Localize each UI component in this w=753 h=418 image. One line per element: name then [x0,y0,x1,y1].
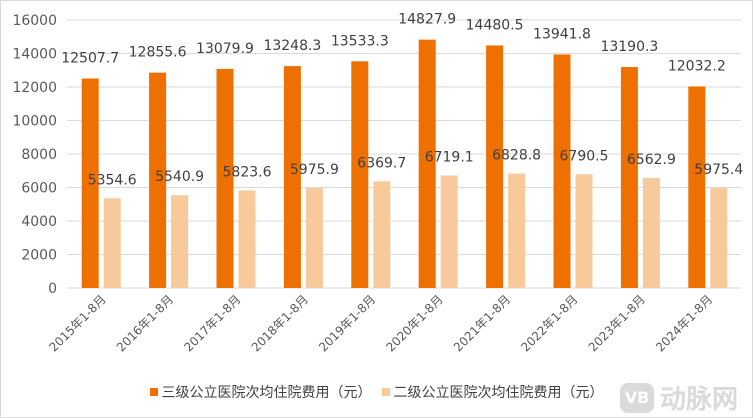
data-label: 12507.7 [61,50,119,66]
watermark-logo-icon: VB [619,382,654,413]
watermark: VB 动脉网 [619,379,738,416]
bar-secondary [305,187,323,288]
x-tick-label: 2020年1-8月 [383,292,445,354]
data-label: 6719.1 [425,149,474,165]
watermark-text: 动脉网 [659,385,738,415]
x-tick-label: 2015年1-8月 [46,292,108,354]
data-label: 14827.9 [398,12,456,28]
legend-label: 三级公立医院次均住院费用（元） [161,385,372,401]
bar-tertiary [688,86,706,288]
y-tick-label: 12000 [12,80,57,96]
data-label: 12855.6 [129,45,187,61]
y-tick-label: 10000 [12,114,57,130]
bar-tertiary [351,61,369,288]
data-label: 12032.2 [668,58,726,74]
bar-tertiary [81,78,99,288]
legend-swatch [381,388,390,396]
bar-secondary [508,173,526,288]
bar-secondary [710,187,728,288]
y-tick-label: 2000 [21,248,57,264]
y-tick-label: 8000 [21,147,57,163]
x-tick-label: 2024年1-8月 [653,292,715,354]
x-tick-label: 2017年1-8月 [181,292,243,354]
data-label: 6790.5 [560,148,609,164]
data-label: 5975.9 [290,162,339,178]
bar-tertiary [418,39,436,288]
data-label: 6828.8 [492,148,541,164]
y-tick-label: 0 [48,281,57,297]
bar-secondary [575,174,593,288]
data-label: 5823.6 [223,164,272,180]
bar-secondary [238,190,256,288]
data-label: 13941.8 [533,26,591,42]
bar-tertiary [553,54,571,288]
y-tick-label: 16000 [12,13,57,29]
legend: 三级公立医院次均住院费用（元） 二级公立医院次均住院费用（元） [1,382,752,402]
data-label: 14480.5 [466,17,524,33]
data-label: 13079.9 [196,41,254,57]
legend-item-tertiary: 三级公立医院次均住院费用（元） [149,382,372,402]
bar-chart: 0 2000 4000 6000 8000 10000 12000 14000 16000 125… [12,12,743,355]
y-tick-label: 14000 [12,47,57,63]
bar-tertiary [486,45,504,288]
bar-tertiary [216,68,234,288]
x-tick-label: 2016年1-8月 [114,292,176,354]
bar-tertiary [149,72,167,288]
data-label: 13248.3 [263,38,321,54]
x-tick-label: 2021年1-8月 [451,292,513,354]
legend-swatch [149,388,158,396]
data-label: 5540.9 [155,169,204,185]
data-label: 13190.3 [600,39,658,55]
bar-secondary [171,195,189,288]
y-tick-label: 4000 [21,214,57,230]
legend-label: 二级公立医院次均住院费用（元） [393,385,604,401]
legend-item-secondary: 二级公立医院次均住院费用（元） [381,382,604,402]
data-label: 13533.3 [331,33,389,49]
x-tick-label: 2018年1-8月 [249,292,311,354]
bar-secondary [103,198,121,288]
data-label: 6369.7 [357,155,406,171]
x-tick-label: 2019年1-8月 [316,292,378,354]
x-tick-label: 2023年1-8月 [586,292,648,354]
data-label: 5975.4 [694,162,743,178]
data-label: 6562.9 [627,152,676,168]
bar-secondary [373,181,391,288]
bar-secondary [642,178,660,288]
y-tick-label: 6000 [21,181,57,197]
x-tick-label: 2022年1-8月 [518,292,580,354]
bar-tertiary [620,67,638,289]
bar-secondary [440,175,458,288]
data-label: 5354.6 [88,172,137,188]
bar-tertiary [283,66,301,288]
